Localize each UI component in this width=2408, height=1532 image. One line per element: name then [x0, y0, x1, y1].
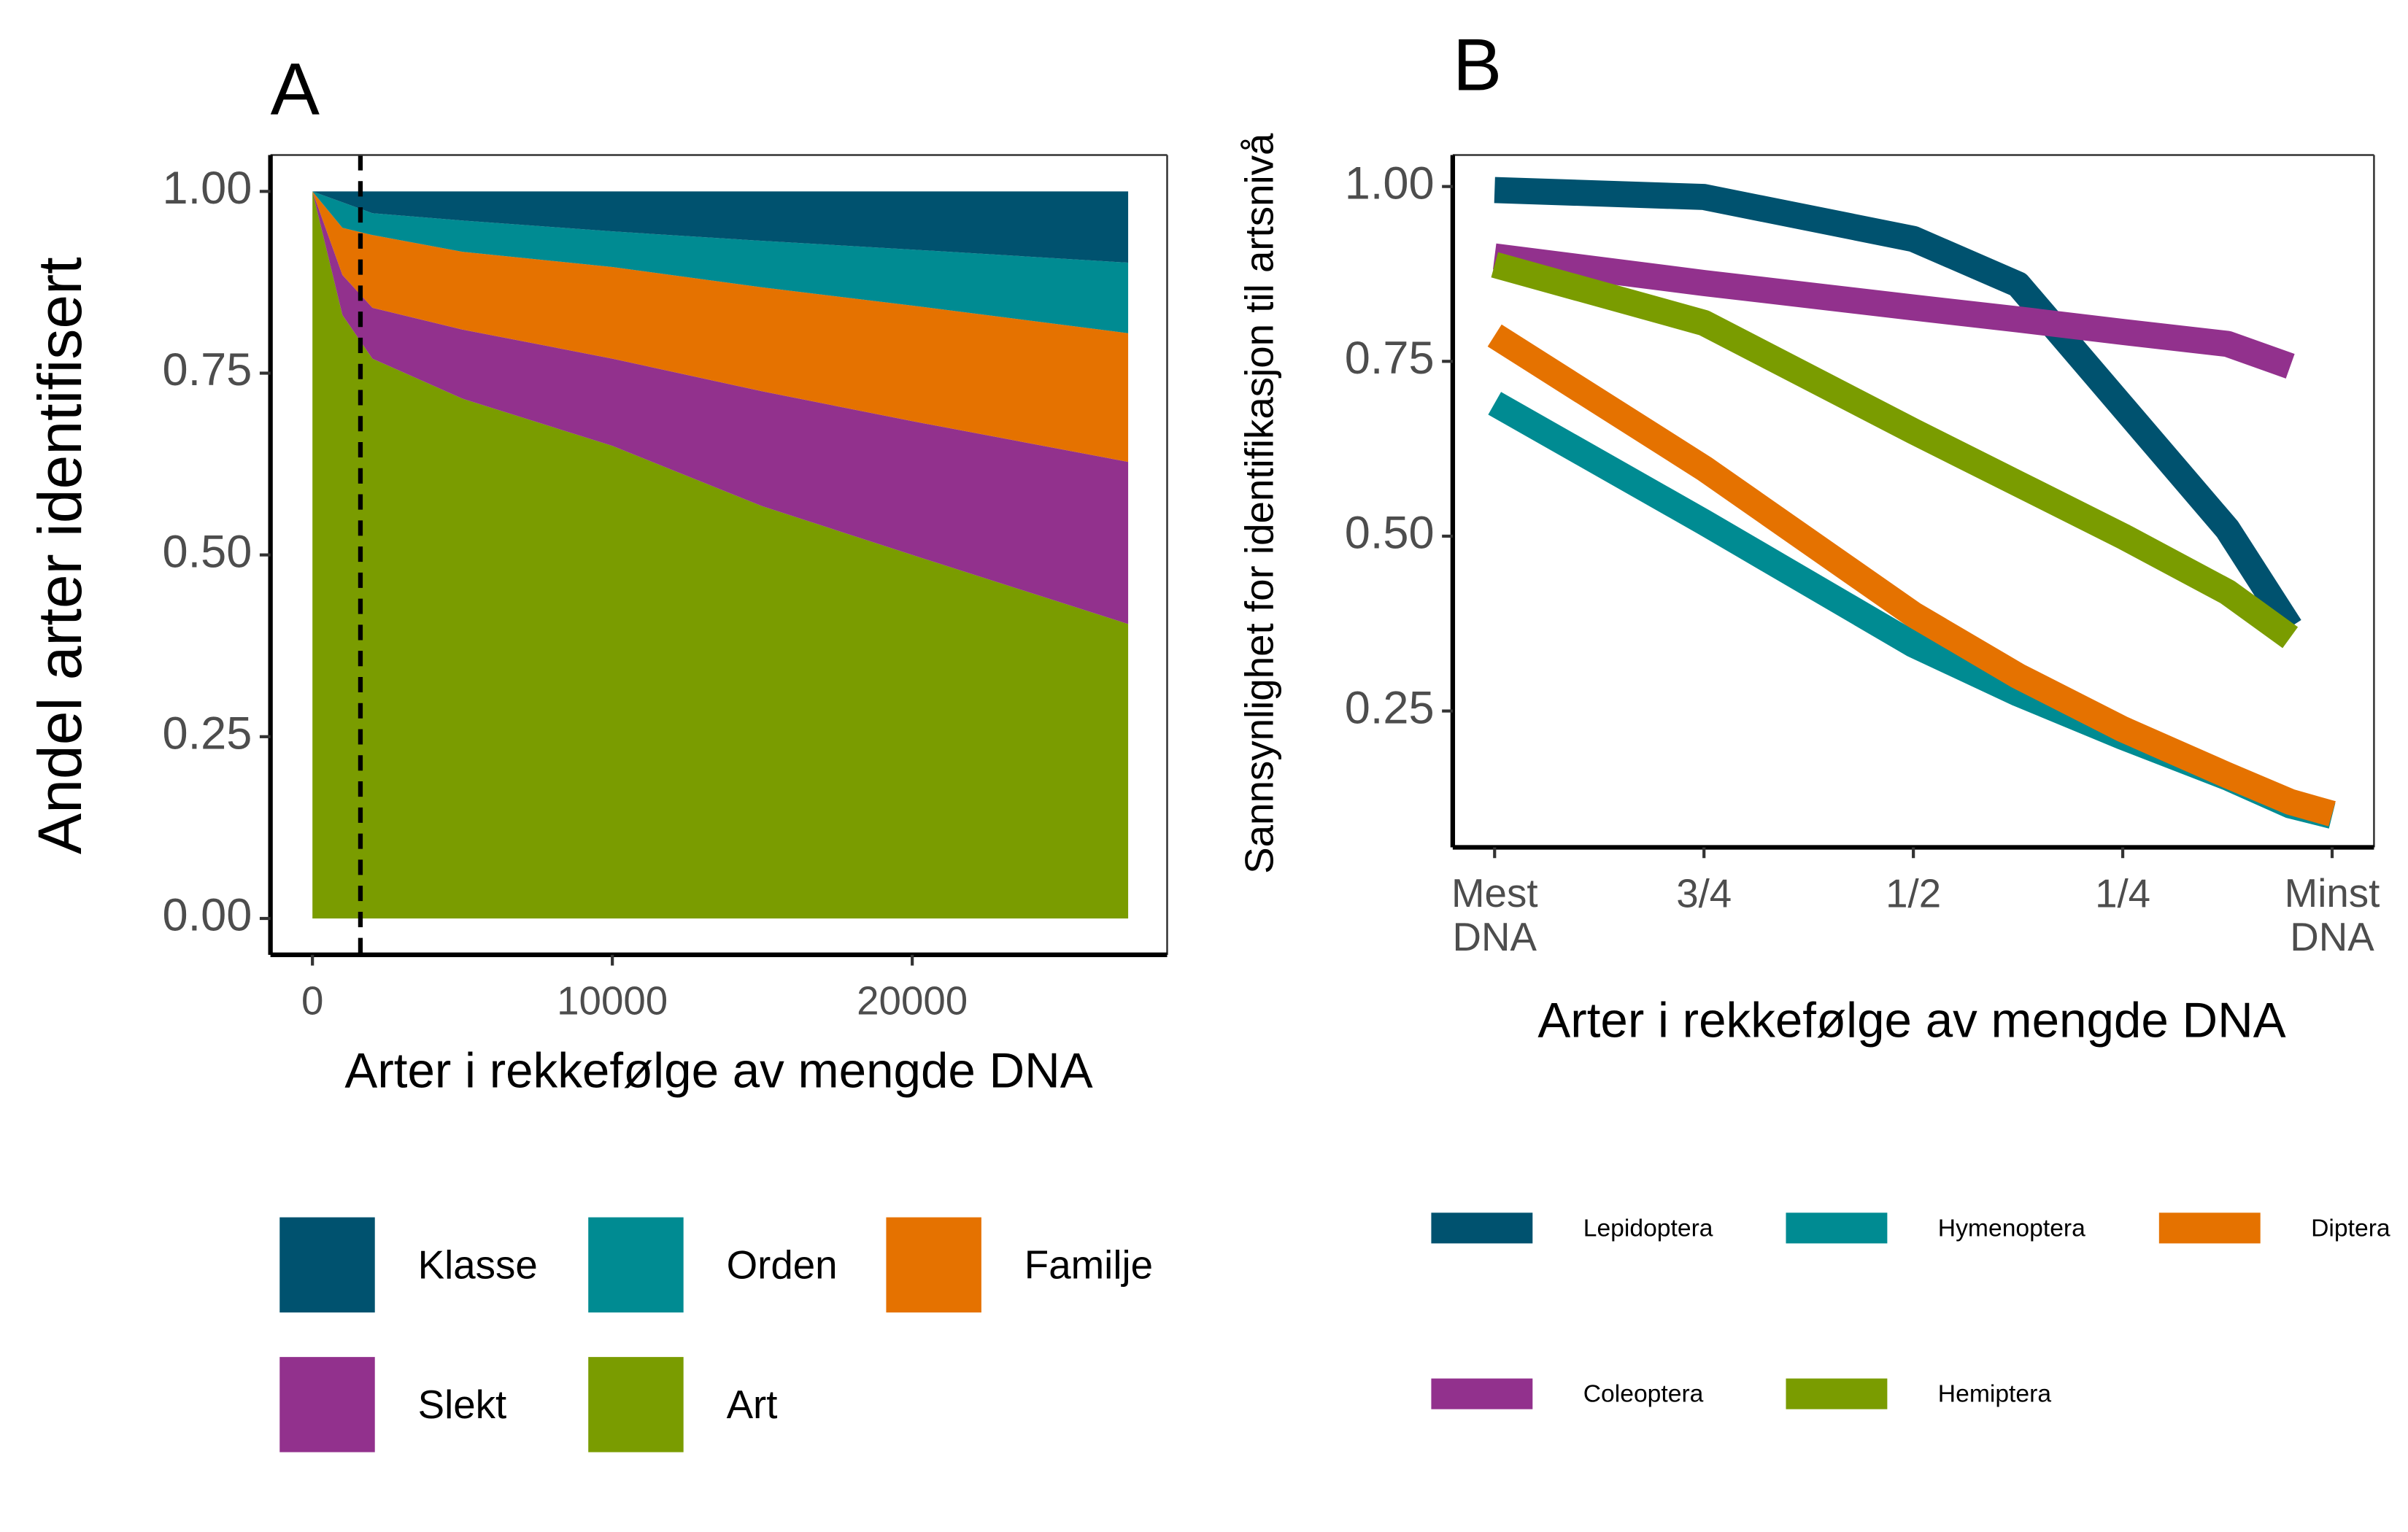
x-axis-title: Arter i rekkefølge av mengde DNA — [344, 1044, 1092, 1099]
line — [1487, 324, 2336, 827]
area — [312, 191, 1129, 624]
x-axis-title: Arter i rekkefølge av mengde DNA — [1537, 993, 2285, 1048]
x-tick-label: 3/4 — [1676, 870, 1732, 916]
legend-swatch — [279, 1357, 375, 1452]
x-tick-label: 0 — [301, 978, 323, 1024]
legend-swatch — [1786, 1212, 1888, 1244]
legend-swatch — [279, 1217, 375, 1313]
y-tick-label: 0.75 — [163, 344, 252, 395]
y-tick-label: 0.50 — [1345, 508, 1435, 559]
x-tick-label: 20000 — [857, 978, 968, 1024]
legend-swatch — [2158, 1212, 2261, 1244]
x-tick-label: 1/4 — [2095, 870, 2150, 916]
y-tick-label: 0.00 — [163, 890, 252, 941]
area — [312, 191, 1129, 463]
area — [312, 191, 1129, 918]
legend-label: Coleoptera — [1583, 1381, 1704, 1408]
legend-label: Lepidoptera — [1583, 1215, 1713, 1242]
legend-swatch — [588, 1357, 684, 1452]
legend-label: Orden — [727, 1242, 838, 1288]
area — [312, 191, 1129, 263]
legend-label: Klasse — [418, 1242, 538, 1288]
legend-label: Slekt — [418, 1382, 507, 1427]
legend-swatch — [1431, 1212, 1533, 1244]
panel-label: B — [1453, 24, 1502, 106]
y-axis-title: Andel arter identifisert — [26, 257, 94, 854]
legend-label: Diptera — [2311, 1215, 2390, 1242]
y-tick-label: 1.00 — [163, 163, 252, 214]
y-tick-label: 0.50 — [163, 526, 252, 577]
y-tick-label: 1.00 — [1345, 158, 1435, 209]
x-tick-label: Minst DNA — [2285, 870, 2380, 959]
legend-swatch — [886, 1217, 981, 1313]
x-tick-label: 1/2 — [1886, 870, 1941, 916]
area — [312, 191, 1129, 333]
legend-label: Hymenoptera — [1938, 1215, 2085, 1242]
y-axis-title: Sannsynlighet for identifikasjon til art… — [1236, 133, 1281, 874]
x-tick-label: Mest DNA — [1451, 870, 1538, 959]
legend-swatch — [1786, 1378, 1888, 1409]
y-tick-label: 0.25 — [1345, 682, 1435, 733]
y-tick-label: 0.25 — [163, 708, 252, 759]
legend-swatch — [1431, 1378, 1533, 1409]
x-tick-label: 10000 — [557, 978, 668, 1024]
legend-label: Hemiptera — [1938, 1381, 2052, 1408]
line — [1491, 252, 2299, 649]
legend-label: Art — [727, 1382, 778, 1427]
panel-label: A — [271, 49, 320, 131]
line — [1493, 243, 2295, 379]
legend-swatch — [588, 1217, 684, 1313]
y-tick-label: 0.75 — [1345, 333, 1435, 384]
line — [1494, 177, 2301, 635]
legend-label: Familje — [1024, 1242, 1153, 1288]
